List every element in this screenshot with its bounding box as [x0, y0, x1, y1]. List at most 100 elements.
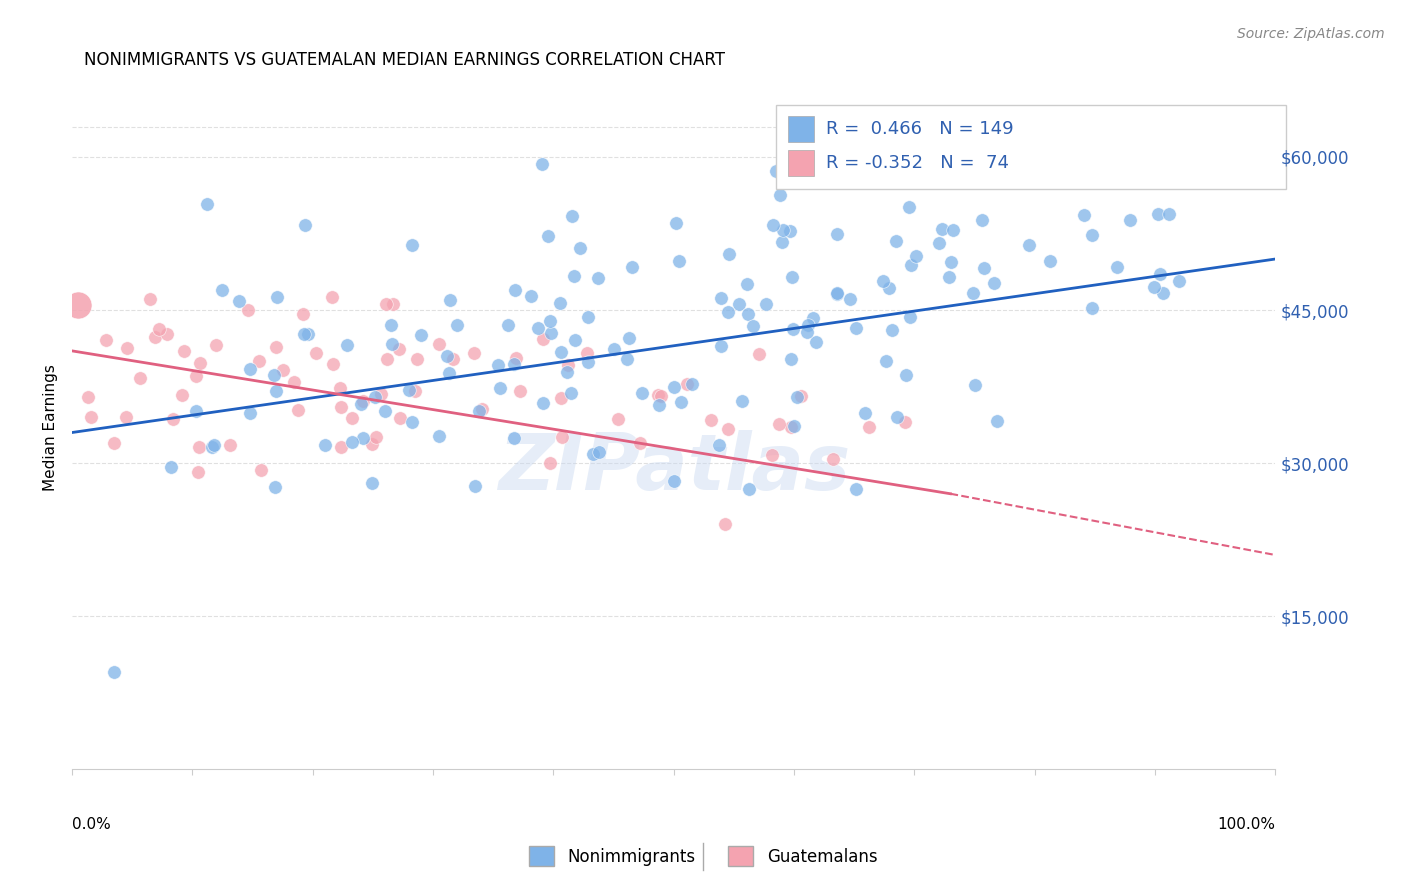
Y-axis label: Median Earnings: Median Earnings [44, 364, 58, 491]
Point [550, 345, 572, 359]
Point [350, 397, 373, 411]
Point [821, 452, 844, 467]
Point [264, 340, 287, 354]
Point [894, 368, 917, 382]
Point [807, 160, 830, 174]
Point [219, 438, 242, 452]
Point [931, 222, 953, 236]
Point [505, 351, 527, 365]
Point [250, 463, 273, 477]
Point [717, 305, 740, 319]
Point [681, 376, 703, 391]
Point [1167, 275, 1189, 289]
Point [779, 352, 801, 367]
Point [796, 318, 818, 332]
Point [710, 291, 733, 305]
Point [436, 350, 458, 364]
Point [66, 298, 89, 312]
Point [360, 437, 382, 451]
Point [533, 395, 555, 409]
Point [271, 362, 294, 376]
Point [825, 286, 848, 301]
Point [576, 354, 599, 368]
Point [264, 480, 287, 494]
Point [292, 326, 315, 341]
Point [551, 429, 574, 443]
Point [239, 362, 262, 376]
Point [427, 337, 450, 351]
Point [564, 334, 586, 348]
Point [1152, 285, 1174, 300]
Point [772, 223, 794, 237]
Point [735, 277, 758, 291]
Point [115, 410, 138, 425]
Point [266, 384, 288, 398]
Point [103, 665, 125, 680]
Point [588, 445, 610, 459]
Text: 100.0%: 100.0% [1218, 817, 1275, 832]
Point [388, 342, 411, 356]
Bar [787, 116, 814, 142]
Point [770, 235, 793, 250]
Point [330, 401, 353, 415]
Point [783, 418, 806, 433]
Bar [787, 151, 814, 177]
Point [790, 390, 813, 404]
Point [780, 269, 803, 284]
Point [321, 290, 343, 304]
Point [737, 307, 759, 321]
Point [195, 197, 218, 211]
Point [650, 389, 672, 403]
Point [972, 213, 994, 227]
Point [620, 260, 643, 275]
Point [796, 325, 818, 339]
Point [858, 419, 880, 434]
Point [671, 394, 693, 409]
Point [204, 437, 226, 451]
Point [170, 387, 193, 401]
Point [148, 322, 170, 336]
Point [768, 417, 790, 432]
Point [540, 326, 562, 340]
Point [647, 398, 669, 412]
Point [986, 414, 1008, 428]
Point [898, 310, 921, 324]
Point [782, 322, 804, 336]
Point [1081, 228, 1104, 243]
Point [665, 216, 688, 230]
Text: Source: ZipAtlas.com: Source: ZipAtlas.com [1237, 27, 1385, 41]
Point [538, 456, 561, 470]
Point [1073, 208, 1095, 222]
Point [200, 440, 222, 454]
Point [471, 402, 494, 417]
Point [886, 409, 908, 424]
Point [527, 321, 550, 335]
Point [360, 476, 382, 491]
Point [464, 478, 486, 492]
Point [845, 320, 868, 334]
Point [884, 234, 907, 248]
Point [375, 297, 398, 311]
Point [562, 268, 585, 283]
Point [1039, 253, 1062, 268]
Point [239, 406, 262, 420]
Point [427, 428, 450, 442]
Point [548, 296, 571, 310]
Point [714, 517, 737, 532]
Point [1126, 120, 1149, 134]
Point [160, 459, 183, 474]
Point [498, 318, 520, 333]
Point [557, 358, 579, 372]
Point [628, 436, 651, 450]
Point [187, 465, 209, 479]
Point [1143, 280, 1166, 294]
Point [662, 474, 685, 488]
Point [560, 386, 582, 401]
Point [765, 163, 787, 178]
Point [364, 390, 387, 404]
Point [283, 376, 305, 390]
Point [586, 270, 609, 285]
Point [898, 120, 921, 134]
Point [730, 394, 752, 409]
Point [380, 318, 402, 332]
